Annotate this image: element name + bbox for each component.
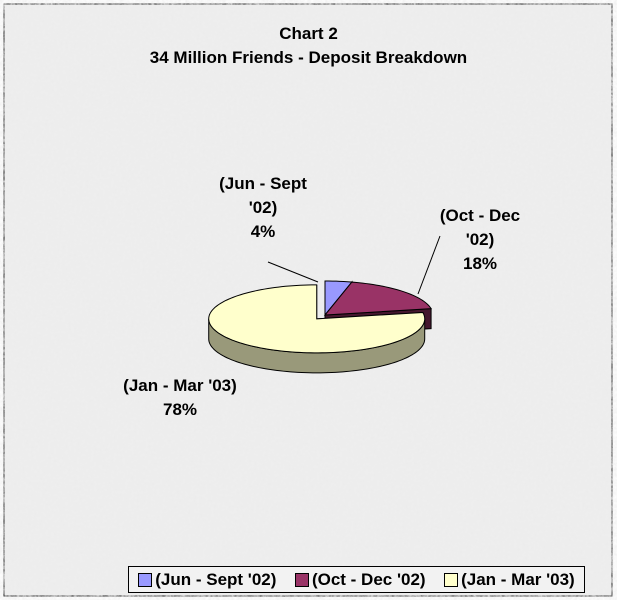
legend-swatch (444, 572, 459, 587)
leader-line (267, 261, 319, 283)
data-label: (Jan - Mar '03) 78% (120, 374, 240, 422)
data-label-category: (Oct - Dec '02) (439, 206, 521, 249)
legend-swatch (138, 572, 153, 587)
legend: (Jun - Sept '02) (Oct - Dec '02) (Jan - Ma… (128, 566, 585, 593)
legend-label: (Jan - Mar '03) (461, 569, 575, 589)
data-label-category: (Jan - Mar '03) (123, 376, 237, 395)
data-label-value: 4% (250, 222, 276, 241)
slice (323, 281, 432, 316)
data-label-value: 78% (162, 400, 198, 419)
legend-label: (Oct - Dec '02) (311, 569, 426, 589)
pie (208, 280, 432, 374)
data-label: (Oct - Dec '02) 18% (428, 204, 532, 276)
legend-item: (Jun - Sept '02) (138, 570, 276, 590)
data-label: (Jun - Sept '02) 4% (207, 172, 319, 244)
legend-swatch (294, 572, 309, 587)
legend-item: (Jan - Mar '03) (444, 570, 575, 590)
data-label-category: (Jun - Sept '02) (219, 174, 307, 217)
chart-title: Chart 2 (279, 24, 338, 43)
data-label-value: 18% (462, 254, 498, 273)
leader-line (417, 235, 441, 295)
legend-label: (Jun - Sept '02) (155, 569, 277, 589)
legend-item: (Oct - Dec '02) (294, 569, 426, 590)
chart-subtitle: 34 Million Friends - Deposit Breakdown (149, 48, 468, 67)
slice (208, 284, 426, 354)
